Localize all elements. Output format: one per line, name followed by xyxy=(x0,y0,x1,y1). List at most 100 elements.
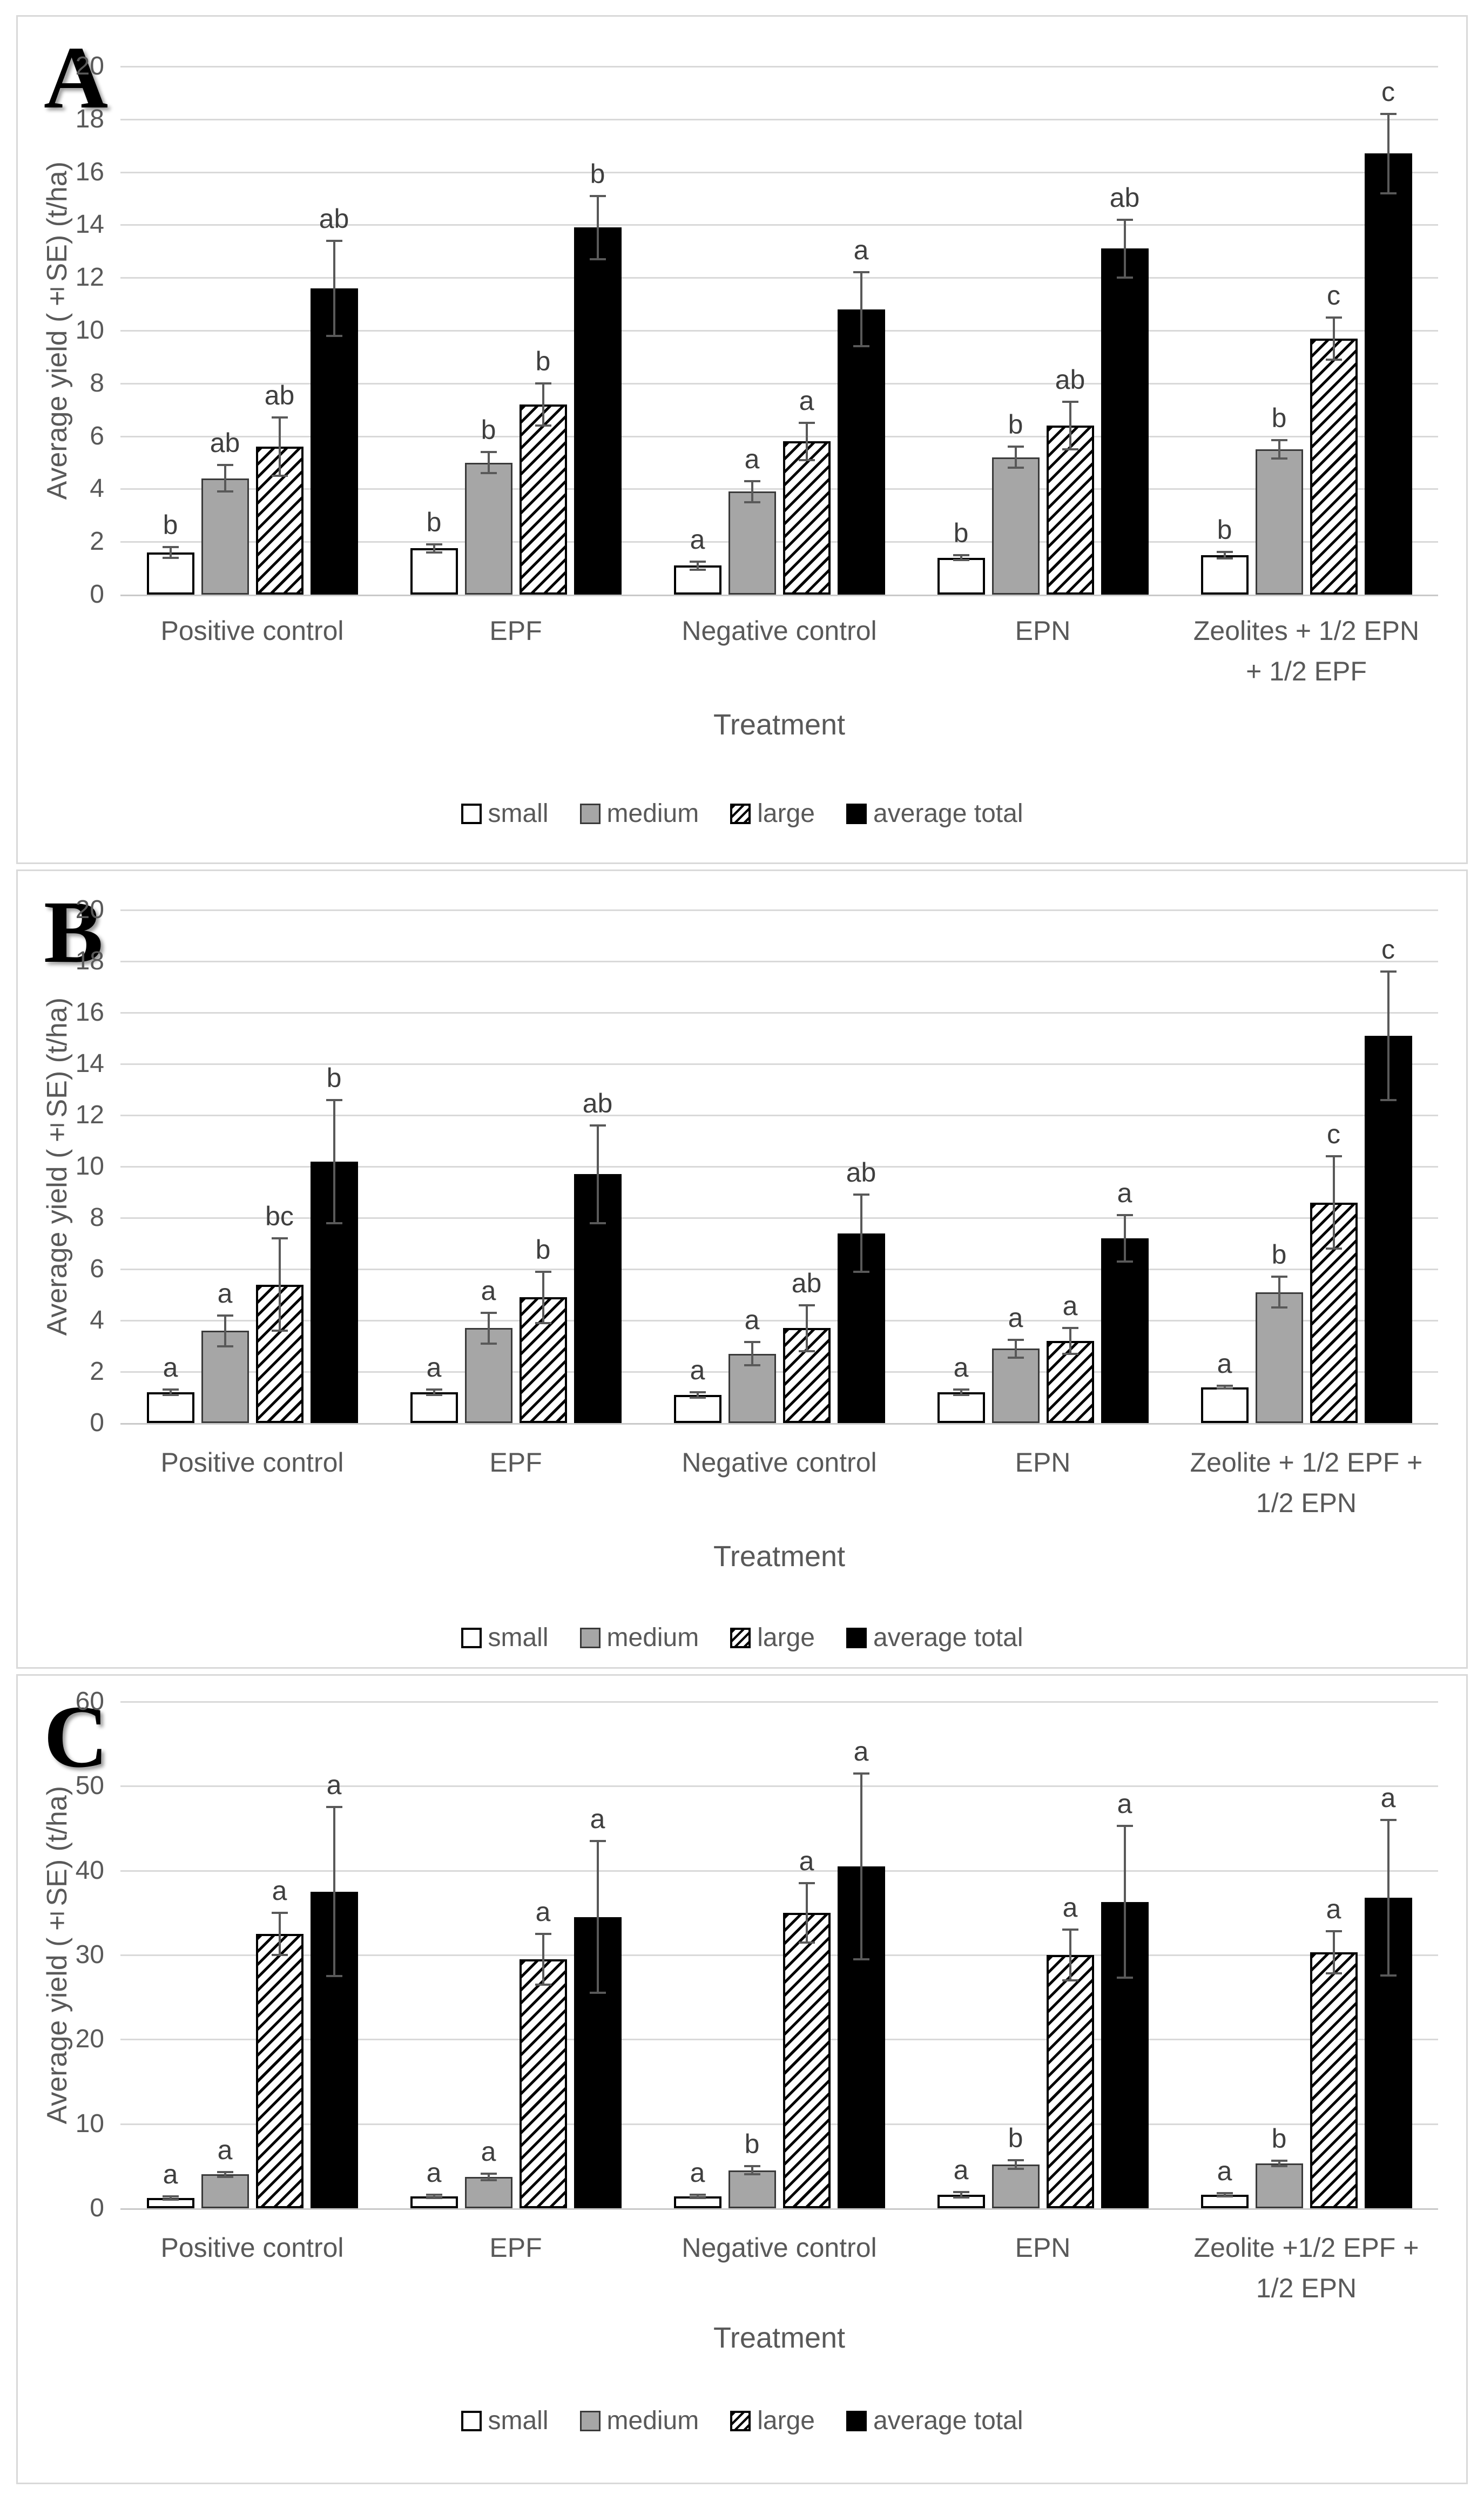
error-bar xyxy=(169,1390,172,1395)
error-bar xyxy=(278,417,281,476)
error-bar-cap xyxy=(535,1321,551,1324)
error-bar-cap xyxy=(1325,1972,1342,1975)
error-bar-cap xyxy=(953,2191,969,2194)
x-category-labels-C: Positive control EPF Negative control EPN Ze… xyxy=(120,2228,1438,2309)
error-bar-cap xyxy=(589,1992,606,1994)
legend-item-average-total: average total xyxy=(846,2406,1023,2436)
panel-letter-C: C xyxy=(44,1687,109,1786)
bar-medium-1 xyxy=(201,478,249,595)
error-bar-cap xyxy=(271,474,288,477)
x-category-label: Positive control xyxy=(160,1447,344,1478)
y-tick-label: 40 xyxy=(75,1856,104,1885)
error-bar-cap xyxy=(1380,1818,1397,1821)
error-bar xyxy=(1223,2193,1226,2197)
error-bar-cap xyxy=(1116,1214,1133,1217)
significance-letter: b xyxy=(163,509,178,540)
y-tick-label: 18 xyxy=(75,947,104,975)
significance-letter: a xyxy=(217,2134,233,2165)
significance-letter: b xyxy=(481,414,496,445)
gridline xyxy=(120,1166,1438,1168)
y-tick-label: 6 xyxy=(90,1255,104,1283)
legend-swatch-icon xyxy=(579,803,601,824)
plot-area-B: 0 2 4 6 8 10 12 14 16 18 20 a a a a a a a a a b bc b ab a c b ab ab a… xyxy=(76,897,1438,1436)
legend-item-small: small xyxy=(461,2406,549,2436)
x-category-labels-B: Positive control EPF Negative control EPN Ze… xyxy=(120,1442,1438,1523)
y-tick-label: 0 xyxy=(90,2194,104,2222)
error-bar xyxy=(596,1840,599,1993)
y-tick-label: 8 xyxy=(90,1203,104,1232)
error-bar-cap xyxy=(953,554,969,556)
error-bar xyxy=(224,1315,226,1346)
bar-medium-3 xyxy=(728,491,776,595)
bar-large-4 xyxy=(1046,1955,1094,2208)
error-bar-cap xyxy=(535,1270,551,1273)
gridline xyxy=(120,1954,1438,1956)
significance-letter: b xyxy=(1271,2123,1287,2154)
error-bar-cap xyxy=(326,334,342,337)
error-bar-cap xyxy=(217,1314,233,1317)
x-category-label: Positive control xyxy=(160,616,344,646)
error-bar xyxy=(1332,317,1335,360)
error-bar-cap xyxy=(1380,1098,1397,1101)
gridline xyxy=(120,2123,1438,2125)
error-bar xyxy=(487,2173,490,2181)
error-bar xyxy=(487,451,490,474)
significance-letter: a xyxy=(426,1352,442,1383)
error-bar-cap xyxy=(744,480,760,482)
error-bar-cap xyxy=(326,1806,342,1809)
significance-letter: ab xyxy=(582,1088,613,1118)
error-bar-cap xyxy=(426,1388,442,1391)
significance-letter: b xyxy=(1271,402,1287,433)
bar-large-4 xyxy=(1046,426,1094,595)
error-bar-cap xyxy=(1062,401,1078,403)
error-bar xyxy=(1069,402,1071,450)
legend-label: large xyxy=(757,799,815,828)
significance-letter: a xyxy=(1117,1178,1132,1209)
error-bar xyxy=(542,1933,544,1985)
error-bar-cap xyxy=(271,1237,288,1239)
error-bar-cap xyxy=(271,416,288,419)
significance-letter: a xyxy=(853,235,869,266)
gridline xyxy=(120,277,1438,279)
x-axis-title-B: Treatment xyxy=(713,1540,846,1573)
significance-letter: b xyxy=(590,158,605,189)
significance-letter: c xyxy=(1381,77,1395,107)
error-bar-cap xyxy=(798,459,815,461)
significance-letter: a xyxy=(481,2136,496,2167)
significance-letter: a xyxy=(1217,2155,1232,2186)
significance-letter: a xyxy=(326,1770,342,1801)
error-bar xyxy=(1387,114,1389,193)
x-category-label: Zeolite +1/2 EPF + 1/2 EPN xyxy=(1193,2233,1419,2303)
error-bar xyxy=(1387,1819,1389,1975)
gridline xyxy=(120,488,1438,490)
error-bar-cap xyxy=(326,1222,342,1224)
significance-letter: ab xyxy=(791,1267,822,1298)
gridline xyxy=(120,1371,1438,1373)
plot-area-A: 0 2 4 6 8 10 12 14 16 18 20 b b a b b ab b a b b ab b a ab c ab b a a… xyxy=(76,53,1438,608)
error-bar-cap xyxy=(1271,1306,1287,1309)
y-tick-label: 4 xyxy=(90,474,104,503)
error-bar xyxy=(860,1773,862,1959)
error-bar-cap xyxy=(689,560,706,563)
bar-small-3 xyxy=(673,1394,721,1423)
bar-large-5 xyxy=(1310,1202,1358,1423)
error-bar-cap xyxy=(535,1983,551,1986)
error-bar-cap xyxy=(853,1270,869,1273)
error-bar-cap xyxy=(689,568,706,571)
significance-letter: a xyxy=(799,1846,814,1877)
gridline xyxy=(120,1217,1438,1219)
significance-letter: b xyxy=(1217,514,1232,545)
error-bar xyxy=(960,1390,962,1395)
error-bar-cap xyxy=(689,1391,706,1393)
legend-item-average-total: average total xyxy=(846,799,1023,828)
error-bar-cap xyxy=(1007,2159,1024,2161)
bar-medium-4 xyxy=(991,457,1040,595)
gridline xyxy=(120,541,1438,543)
error-bar-cap xyxy=(326,1975,342,1978)
legend-swatch-icon xyxy=(730,803,751,824)
error-bar-cap xyxy=(744,1364,760,1367)
gridline xyxy=(120,330,1438,332)
bar-small-2 xyxy=(410,1392,458,1423)
legend-C: small medium large average total xyxy=(18,2406,1466,2436)
